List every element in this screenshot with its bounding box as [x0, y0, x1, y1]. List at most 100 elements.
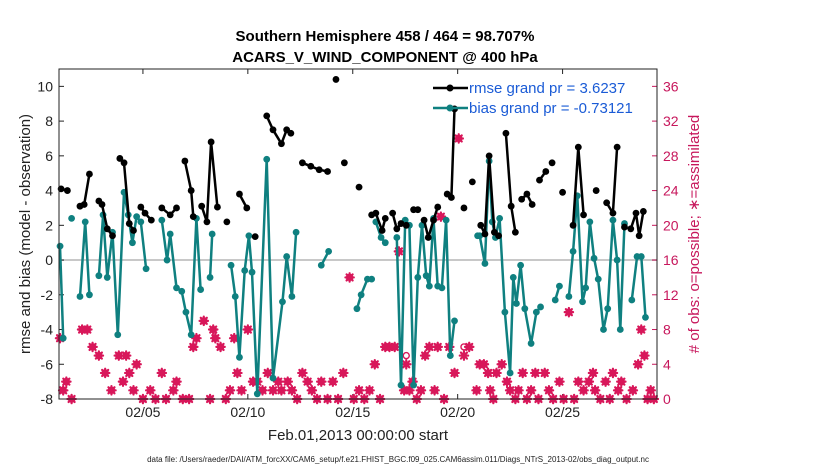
rmse-point — [420, 216, 428, 224]
bias-point — [182, 308, 190, 316]
bias-point — [556, 282, 563, 290]
bias-point — [133, 213, 141, 221]
rmse-point — [603, 199, 611, 207]
obs-assimilated-marker — [82, 324, 93, 335]
obs-assimilated-marker — [198, 315, 210, 327]
plot-area — [59, 69, 657, 399]
bias-point — [446, 352, 454, 359]
rmse-point — [263, 112, 271, 120]
rmse-point — [98, 201, 106, 208]
bias-point — [613, 256, 621, 264]
obs-assimilated-marker — [589, 385, 601, 396]
rmse-point — [639, 208, 647, 215]
bias-line-segment — [208, 233, 214, 278]
rmse-point — [278, 140, 285, 148]
obs-assimilated-marker — [463, 341, 475, 353]
obs-assimilated-marker — [539, 367, 551, 379]
y-tick-labels: -8 -6 -4 -2 0 2 4 6 8 10 — [37, 78, 53, 407]
rmse-point — [389, 209, 397, 217]
bias-point — [551, 296, 559, 304]
x-tick-label: 02/15 — [335, 404, 370, 420]
obs-assimilated-marker — [228, 332, 240, 344]
rmse-point — [536, 176, 543, 184]
bias-point — [414, 274, 422, 281]
rmse-point — [495, 232, 502, 240]
rmse-point — [574, 143, 582, 151]
bias-point — [594, 275, 602, 283]
rmse-point — [414, 206, 422, 214]
obs-assimilated-marker — [501, 376, 513, 387]
y-tick-label: -2 — [41, 287, 54, 303]
y-axis-label: rmse and bias (model - observation) — [17, 114, 34, 354]
rmse-point — [481, 230, 489, 238]
y-tick-label: 0 — [45, 252, 53, 268]
bias-point — [569, 247, 577, 255]
rmse-point — [402, 221, 410, 229]
rmse-point — [381, 214, 389, 222]
rmse-point — [207, 138, 215, 146]
rmse-point — [315, 166, 323, 174]
rmse-point — [251, 233, 259, 241]
bias-point — [178, 287, 186, 295]
y2-tick-labels: 0 4 8 12 16 20 24 28 32 36 — [663, 78, 679, 407]
y2-tick-label: 4 — [663, 356, 671, 372]
rmse-point — [243, 204, 251, 212]
obs-assimilated-marker — [215, 341, 226, 353]
bias-point — [496, 214, 504, 222]
bias-point — [368, 275, 376, 283]
obs-assimilated-marker — [131, 358, 142, 370]
bias-point — [236, 353, 243, 361]
rmse-point — [477, 221, 485, 229]
obs-assimilated-marker — [191, 332, 202, 344]
bias-point — [353, 305, 361, 313]
bias-point — [206, 274, 214, 281]
bias-point — [279, 298, 286, 306]
bias-point — [59, 334, 67, 342]
rmse-point — [621, 223, 628, 231]
obs-assimilated-marker — [543, 385, 555, 396]
bias-point — [197, 286, 205, 293]
obs-assimilated-marker — [302, 376, 313, 387]
bias-point — [317, 261, 325, 269]
rmse-point — [580, 211, 587, 219]
bias-point — [245, 232, 253, 240]
bias-point — [501, 308, 509, 316]
bias-point — [393, 234, 401, 241]
rmse-point — [559, 188, 566, 196]
bias-point — [56, 242, 64, 250]
rmse-point — [307, 162, 315, 170]
rmse-point — [158, 204, 166, 212]
bias-point — [521, 305, 529, 313]
bias-point — [163, 256, 171, 264]
y2-tick-label: 36 — [663, 78, 679, 94]
obs-assimilated-marker — [120, 350, 132, 361]
rmse-point — [147, 216, 155, 224]
rmse-point — [548, 159, 556, 167]
y2-tick-label: 0 — [663, 391, 671, 407]
legend-bias-marker — [446, 104, 454, 112]
obs-possible-marker — [402, 351, 410, 360]
bias-line-segment — [58, 246, 65, 339]
bias-point — [476, 232, 484, 240]
obs-assimilated-marker — [482, 367, 494, 379]
rmse-point — [287, 129, 295, 137]
bias-point — [227, 261, 235, 269]
obs-assimilated-marker — [513, 385, 524, 396]
bias-point — [103, 274, 111, 281]
bias-point — [114, 331, 122, 339]
x-tick-label: 02/25 — [545, 404, 580, 420]
rmse-line-segment — [200, 140, 219, 224]
obs-assimilated-marker — [491, 367, 502, 379]
rmse-point — [523, 190, 531, 198]
y2-tick-label: 32 — [663, 113, 679, 129]
bias-point — [604, 305, 612, 313]
y-tick-label: -4 — [41, 322, 54, 338]
rmse-point — [507, 202, 515, 210]
obs-assimilated-marker — [207, 324, 219, 335]
obs-assimilated-marker — [210, 332, 221, 344]
obs-assimilated-marker — [272, 376, 284, 387]
bias-point — [506, 369, 514, 377]
rmse-line-segment — [301, 161, 328, 173]
rmse-point — [635, 232, 643, 240]
obs-assimilated-marker — [123, 367, 135, 379]
